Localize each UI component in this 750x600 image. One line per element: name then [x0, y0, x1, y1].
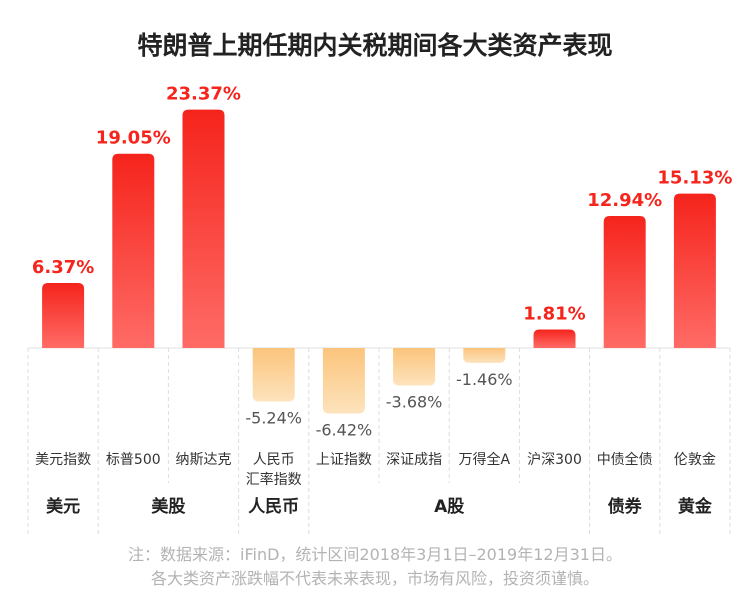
category-label: 汇率指数	[246, 471, 302, 488]
bar	[322, 348, 365, 414]
bar	[252, 348, 295, 402]
data-label: 12.94%	[587, 190, 662, 211]
bar	[42, 283, 85, 348]
chart-title: 特朗普上期任期内关税期间各大类资产表现	[137, 31, 613, 60]
group-label: 美元	[46, 496, 80, 517]
footnote-source: 注：数据来源：iFinD，统计区间2018年3月1日–2019年12月31日。	[128, 545, 622, 564]
bar	[673, 193, 716, 348]
group-label: 美股	[151, 496, 185, 517]
data-label: 15.13%	[657, 168, 732, 189]
group-label: 人民币	[248, 497, 299, 517]
category-label: 标普500	[106, 452, 161, 468]
group-label: 债券	[608, 496, 643, 517]
category-label: 纳斯达克	[176, 452, 232, 468]
category-label: 伦敦金	[674, 452, 716, 468]
data-label: -5.24%	[245, 408, 302, 427]
data-label: -1.46%	[456, 370, 513, 389]
bar	[603, 216, 646, 348]
category-label: 沪深300	[527, 452, 582, 468]
bar	[182, 109, 225, 348]
category-label: 上证指数	[316, 452, 372, 468]
category-label: 美元指数	[35, 452, 91, 468]
category-label: 深证成指	[386, 452, 442, 468]
data-label: 1.81%	[523, 304, 585, 325]
group-label: 黄金	[678, 496, 713, 517]
data-label: -6.42%	[316, 420, 373, 439]
bar	[112, 153, 155, 348]
group-label: A股	[434, 497, 464, 517]
bar	[463, 348, 506, 363]
category-label: 人民币	[253, 452, 295, 468]
bar	[533, 329, 576, 348]
footnote-disclaimer: 各大类资产涨跌幅不代表未来表现，市场有风险，投资须谨慎。	[150, 569, 599, 588]
category-label: 中债全债	[597, 451, 653, 468]
data-label: 6.37%	[32, 257, 94, 278]
data-label: 19.05%	[96, 128, 171, 149]
category-label: 万得全A	[459, 451, 511, 468]
bar	[393, 348, 436, 386]
data-label: 23.37%	[166, 84, 241, 105]
data-label: -3.68%	[386, 393, 443, 412]
